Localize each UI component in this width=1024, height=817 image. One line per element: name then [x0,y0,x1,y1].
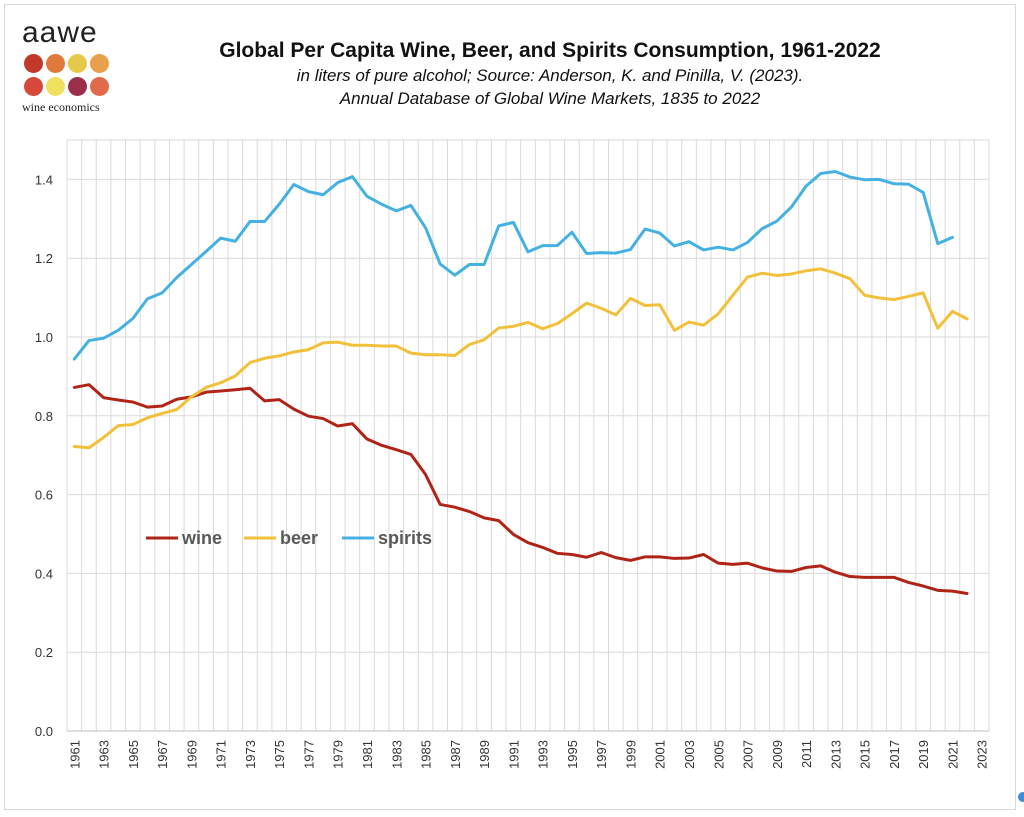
logo-dot [46,77,65,96]
x-tick-label: 1999 [623,740,638,769]
logo-dot [46,54,65,73]
y-tick-label: 0.6 [35,488,53,503]
x-tick-label: 1975 [272,740,287,769]
chart-series [72,170,969,595]
x-tick-label: 2017 [887,740,902,769]
x-tick-label: 2013 [828,740,843,769]
chart-grid [66,139,990,732]
x-tick-label: 1981 [360,740,375,769]
x-tick-label: 1997 [594,740,609,769]
y-tick-label: 1.4 [35,172,53,187]
series-line-beer [72,267,969,450]
plot-area [66,139,990,732]
y-tick-label: 0.4 [35,566,53,581]
x-tick-label: 1979 [331,740,346,769]
logo-dots [24,54,114,100]
series-line-spirits [72,170,954,361]
logo-subtitle: wine economics [22,100,100,114]
logo-dot [24,54,43,73]
x-tick-label: 2005 [711,740,726,769]
x-tick-label: 1987 [448,740,463,769]
logo-dot [68,54,87,73]
chart-subtitle-line2: Annual Database of Global Wine Markets, … [339,89,761,108]
logo-dot [90,77,109,96]
y-tick-label: 1.2 [35,251,53,266]
aawe-logo: aawe wine economics [22,18,132,118]
x-tick-label: 1991 [506,740,521,769]
chart-frame [4,4,1016,810]
y-tick-label: 0.2 [35,645,53,660]
x-tick-label: 1977 [301,740,316,769]
x-tick-label: 1965 [126,740,141,769]
series-line-wine [72,383,969,595]
x-tick-label: 1961 [67,740,82,769]
x-tick-label: 1971 [214,740,229,769]
x-tick-label: 2007 [741,740,756,769]
x-tick-label: 1967 [155,740,170,769]
logo-dot [90,54,109,73]
legend-label-wine: wine [181,528,222,548]
x-tick-label: 2003 [682,740,697,769]
legend-label-spirits: spirits [378,528,432,548]
x-tick-label: 1989 [477,740,492,769]
x-tick-label: 1963 [97,740,112,769]
x-tick-label: 2021 [945,740,960,769]
x-tick-label: 1995 [565,740,580,769]
y-tick-label: 1.0 [35,330,53,345]
logo-dot [68,77,87,96]
y-tick-label: 0.8 [35,409,53,424]
x-tick-label: 2019 [916,740,931,769]
x-tick-label: 1973 [243,740,258,769]
x-tick-label: 2001 [653,740,668,769]
x-tick-label: 2011 [799,740,814,768]
x-tick-label: 2015 [858,740,873,769]
logo-wordmark: aawe [22,16,98,49]
chart-header: Global Per Capita Wine, Beer, and Spirit… [130,38,970,110]
chart-subtitle-line1: in liters of pure alcohol; Source: Ander… [296,66,804,85]
legend-label-beer: beer [280,528,318,548]
x-axis: 1961 1963 1965 1967 1969 1971 1973 1975 1977 1979… [67,740,989,769]
logo-dot [24,77,43,96]
x-tick-label: 1993 [536,740,551,769]
y-tick-label: 0.0 [35,724,53,739]
corner-indicator [1018,792,1024,802]
chart-legend: wine beer spirits [146,528,432,548]
chart-title: Global Per Capita Wine, Beer, and Spirit… [219,39,881,62]
y-axis: 0.0 0.2 0.4 0.6 0.8 1.0 1.2 1.4 [35,172,53,739]
x-tick-label: 2009 [770,740,785,769]
x-tick-label: 1985 [419,740,434,769]
x-tick-label: 1969 [184,740,199,769]
x-tick-label: 1983 [389,740,404,769]
x-tick-label: 2023 [975,740,990,769]
